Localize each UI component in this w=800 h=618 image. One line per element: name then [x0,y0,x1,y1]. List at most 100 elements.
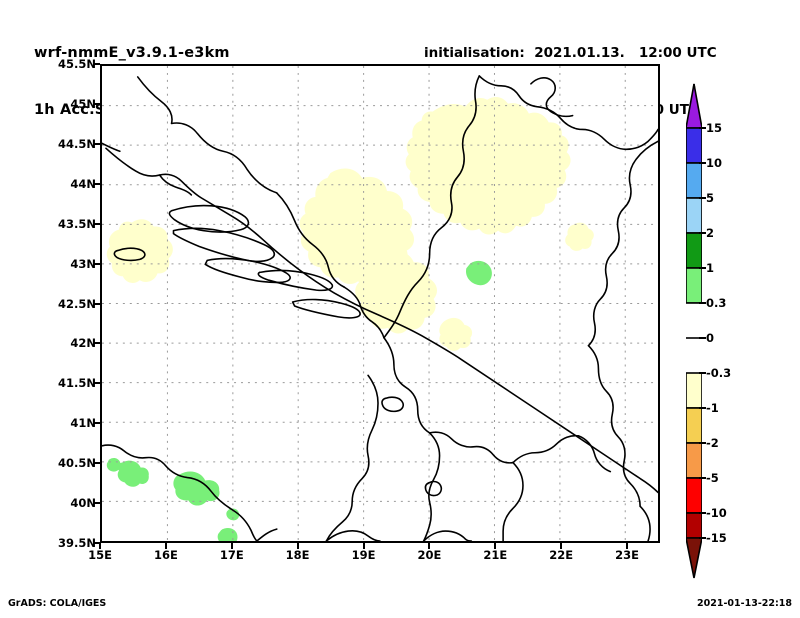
snow-patch-green-a [117,460,149,487]
cb-band-neg5-neg2 [686,442,702,479]
snow-patch-green-c [173,471,220,506]
x-tick-label-20E: 20E [417,548,442,562]
cb-label--15: -15 [706,531,727,545]
coastline-albania [325,374,379,541]
y-tick-label-43N: 43N [70,256,96,271]
snow-field-pale-yellow-5 [565,222,594,251]
colorbar-svg [686,83,702,579]
data-field-light-green [106,260,492,541]
snow-field-pale-yellow [405,96,571,235]
river-danube-loop [530,77,574,118]
map-gridlines [102,66,658,541]
y-tick-label-40.5N: 40.5N [58,456,96,471]
border-bosnia-west [275,192,346,288]
border-bulgaria-west [577,435,612,473]
x-tick-label-17E: 17E [219,548,244,562]
y-tick-label-42N: 42N [70,336,96,351]
border-greece-north [325,530,381,541]
y-tick-label-44N: 44N [70,176,96,191]
coastline-italy-east [102,444,258,541]
cb-label--10: -10 [706,506,727,520]
lake-skadar [381,396,404,413]
x-tick-label-21E: 21E [483,548,508,562]
cb-band-neg1-neg03 [686,372,702,409]
footer-timestamp: 2021-01-13-22:18 [697,598,792,609]
y-tick-label-41.5N: 41.5N [58,376,96,391]
cb-band-neg2-neg1 [686,407,702,444]
cb-band-2-5 [686,197,702,234]
border-serbia-romania [587,140,658,347]
y-tick-label-45.5N: 45.5N [58,57,96,71]
border-macedonia-bulgaria [512,434,580,464]
x-tick-label-22E: 22E [549,548,574,562]
y-tick-label-44.5N: 44.5N [58,136,96,151]
border-macedonia-south [502,461,524,541]
x-tick-label-16E: 16E [153,548,178,562]
cb-label-15: 15 [706,121,723,135]
footer-credit: GrADS: COLA/IGES [8,598,107,609]
border-serbia-bulgaria [587,344,641,508]
coastline-istria-detail [158,174,193,196]
island-korcula [291,298,361,319]
cb-band-10-15 [686,127,702,164]
cb-label-10: 10 [706,156,723,170]
cb-band-neg10-neg5 [686,477,702,514]
model-name-line: wrf-nmmE_v3.9.1-e3km [34,45,230,61]
island-dugi-otok [204,257,291,284]
border-drina-river [383,75,481,339]
island-brac-hvar [257,269,334,292]
snow-patch-green-f [465,260,492,286]
y-tick-label-43.5N: 43.5N [58,216,96,231]
cb-label--5: -5 [706,471,719,485]
cb-label-5: 5 [706,191,715,205]
border-northern-danube [478,75,658,151]
initialisation-line: initialisation: 2021.01.13. 12:00 UTC [424,45,717,61]
cb-label-1: 1 [706,261,715,275]
cb-label-2: 2 [706,226,715,240]
cb-top-arrow [686,83,702,129]
y-tick-label-40N: 40N [70,496,96,511]
map-coastlines-and-borders [102,75,658,541]
x-tick-label-23E: 23E [615,548,639,562]
x-tick-label-18E: 18E [285,548,310,562]
coastline-se-corner [639,505,651,541]
border-kosovo [428,431,514,464]
y-tick-label-39.5N: 39.5N [58,536,96,550]
cb-bottom-arrow [686,537,702,579]
cb-label--1: -1 [706,401,719,415]
border-slovenia-croatia [136,76,278,194]
y-tick-label-42.5N: 42.5N [58,296,96,311]
cb-band-1-2 [686,232,702,269]
lake-ohrid [424,480,443,497]
border-bosnia-dalmatia [343,286,385,339]
snow-patch-green-e [217,528,238,541]
border-greece-macedonia [422,530,473,541]
cb-band-neg15-neg10 [686,512,702,539]
colorbar-bands-exact [686,0,702,618]
border-montenegro [383,336,431,434]
cb-label-0: 0 [706,331,715,345]
snow-field-pale-yellow-6 [439,317,473,351]
cb-band-0-03 [686,303,702,338]
cb-label--2: -2 [706,436,719,450]
cb-band-neg03-0 [686,338,702,373]
map-canvas [102,66,658,541]
cb-band-5-10 [686,162,702,199]
island-krk-cres [168,204,250,233]
x-tick-label-19E: 19E [351,548,376,562]
y-tick-label-45N: 45N [70,96,96,111]
cb-label-0.3: 0.3 [706,296,727,310]
border-albania-east [422,432,441,541]
cb-band-03-1 [686,267,702,304]
snow-patch-green-b [106,457,121,472]
island-small-west [113,247,146,262]
coastline-istria-dalmatia [105,147,658,494]
map-plot-area[interactable] [100,64,660,543]
island-pag [172,227,276,263]
snow-field-pale-yellow-4 [106,219,173,283]
y-tick-label-41N: 41N [70,416,96,431]
coastline-italy-south [256,528,278,541]
coastline-nw-stub [102,142,121,153]
x-tick-label-15E: 15E [88,548,112,562]
cb-label--0.3: -0.3 [706,366,732,380]
